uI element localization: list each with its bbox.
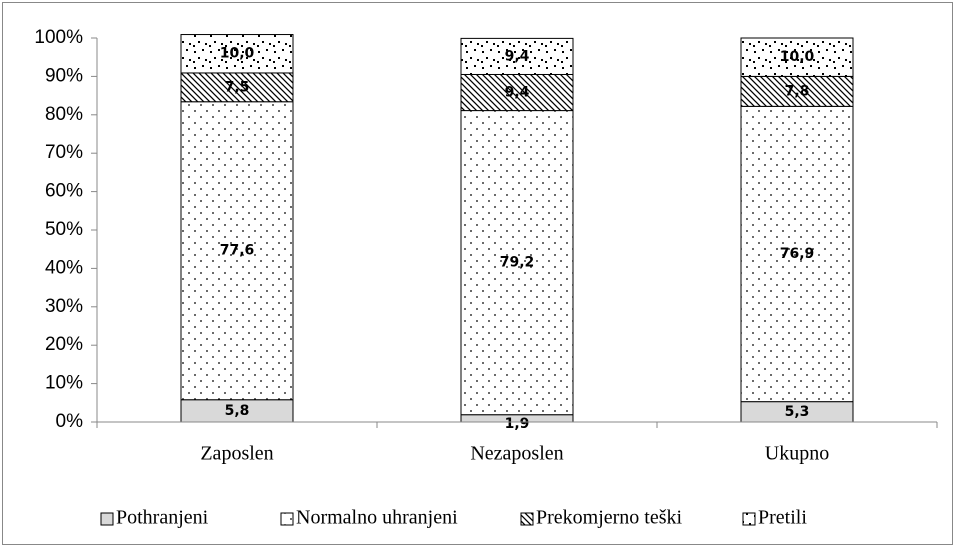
bar-segment: [740, 37, 854, 77]
data-label: 77,6: [220, 243, 255, 259]
y-tick-label: 30%: [45, 296, 83, 317]
legend-label: Normalno uhranjeni: [296, 507, 458, 529]
y-tick-label: 50%: [45, 219, 83, 240]
legend-swatch: [100, 512, 114, 526]
y-tick-label: 80%: [45, 104, 83, 125]
y-tick-label: 90%: [45, 65, 83, 86]
data-label: 9,4: [505, 85, 530, 101]
y-tick-label: 40%: [45, 257, 83, 278]
x-tick-label: Zaposlen: [200, 443, 273, 465]
legend-label: Pretili: [758, 507, 807, 529]
data-label: 9,4: [505, 48, 530, 64]
data-label: 5,3: [785, 404, 810, 420]
data-label: 10,0: [780, 49, 815, 65]
data-label: 5,8: [225, 403, 250, 419]
bar-segment: [180, 101, 294, 401]
bar-segment: [460, 37, 574, 75]
y-tick-label: 60%: [45, 181, 83, 202]
bar-segment: [740, 75, 854, 107]
y-tick-label: 10%: [45, 373, 83, 394]
x-tick-label: Nezaposlen: [470, 443, 563, 465]
data-label: 76,9: [780, 246, 815, 262]
data-label: 7,5: [225, 79, 250, 95]
x-tick-label: Ukupno: [765, 443, 829, 465]
bar-segment: [460, 110, 574, 416]
legend-label: Pothranjeni: [116, 507, 209, 529]
y-tick-label: 0%: [56, 411, 84, 432]
bar-segment: [180, 34, 294, 74]
bar-segment: [740, 105, 854, 403]
data-label: 1,9: [505, 416, 530, 432]
legend-swatch: [742, 512, 756, 526]
y-tick-label: 100%: [34, 27, 83, 48]
bar-segment: [180, 72, 294, 103]
data-label: 10,0: [220, 46, 255, 62]
y-tick-label: 20%: [45, 334, 83, 355]
legend-swatch: [520, 512, 534, 526]
legend-label: Prekomjerno teški: [536, 507, 683, 529]
legend-swatch: [280, 512, 294, 526]
data-label: 7,8: [785, 83, 810, 99]
bar-segment: [460, 73, 574, 112]
data-label: 79,2: [500, 255, 535, 271]
y-tick-label: 70%: [45, 142, 83, 163]
